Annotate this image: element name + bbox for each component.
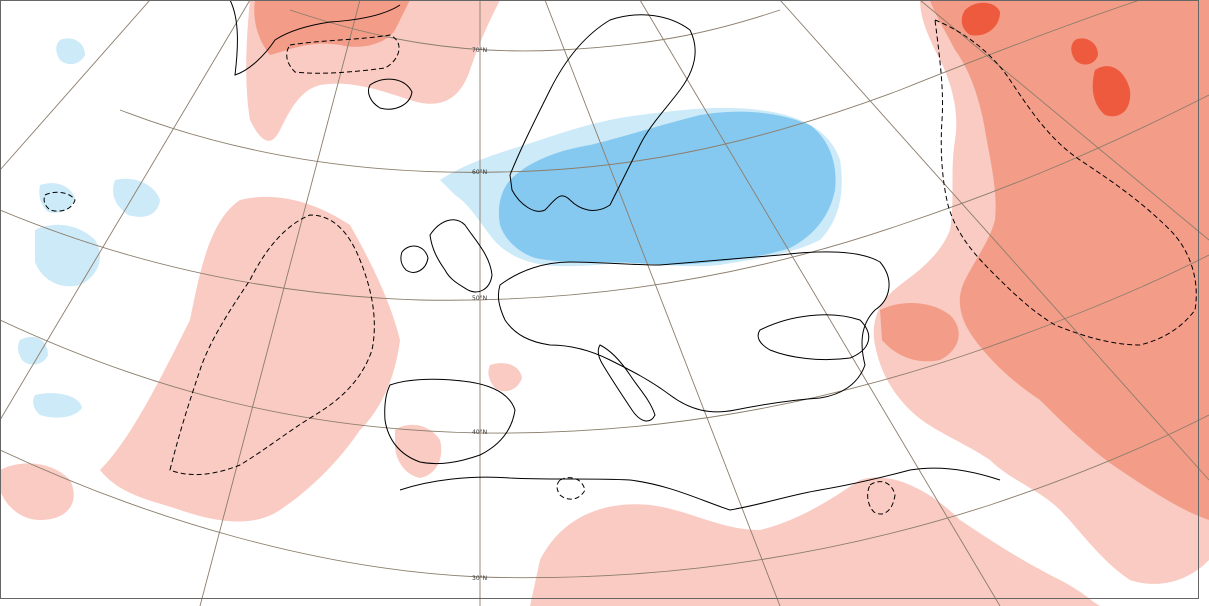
meridian-3: [0, 0, 251, 421]
lat-label-40: 40°N: [472, 429, 487, 436]
red-mid-caucasus: [880, 303, 959, 362]
coast-italy: [597, 344, 656, 422]
contour-atlantic: [169, 214, 375, 475]
red-strong-3: [1092, 66, 1131, 117]
red-anomaly-atlantic: [100, 196, 400, 522]
red-mid-greenland: [254, 0, 410, 55]
blue-light-atlantic-4: [17, 336, 48, 365]
lat-60: [119, 0, 1141, 173]
contour-east: [934, 19, 1197, 346]
positive-anomaly-strong: [961, 2, 1131, 117]
positive-anomaly-mid: [254, 0, 1209, 520]
lat-50: [0, 94, 1209, 301]
contour-atlantic-small: [43, 191, 76, 212]
lat-30: [0, 414, 1209, 579]
lat-label-60: 60°N: [472, 169, 487, 176]
coast-ireland: [400, 245, 429, 273]
meridian-4: [0, 0, 151, 171]
blue-light-atlantic-1: [39, 183, 75, 213]
red-strong-1: [961, 2, 1000, 36]
contour-north-africa: [867, 481, 896, 515]
lat-label-70: 70°N: [472, 47, 487, 54]
coast-europe-mainland: [497, 251, 890, 413]
blue-anomaly: [498, 111, 836, 265]
red-anomaly-west-med: [488, 363, 522, 392]
latitude-labels: 70°N 60°N 50°N 40°N 30°N: [472, 47, 487, 582]
meridian-6: [639, 0, 1001, 606]
coastlines: [229, 0, 1001, 511]
blue-light-atlantic-5: [33, 393, 82, 418]
meridian-2: [199, 0, 361, 606]
coast-black-sea: [757, 314, 870, 361]
red-anomaly-southwest: [0, 463, 74, 520]
red-anomaly-iberia: [395, 424, 442, 478]
meridian-8: [919, 0, 1209, 241]
coast-iceland: [367, 78, 413, 110]
lat-label-30: 30°N: [472, 575, 487, 582]
negative-anomaly-mid: [498, 111, 836, 265]
blue-light-atlantic-3: [35, 224, 100, 287]
lat-70: [289, 9, 781, 52]
contour-greenland: [286, 34, 400, 74]
coast-british-isles: [429, 219, 493, 293]
coast-greenland: [229, 0, 401, 76]
meridian-7: [779, 0, 1209, 481]
red-mid-east: [930, 0, 1209, 520]
lat-40: [0, 254, 1209, 434]
coast-scandinavia: [509, 14, 696, 212]
dashed-contours: [43, 19, 1197, 515]
blue-light-atlantic-2: [113, 178, 160, 217]
blue-light-greenland: [56, 38, 85, 65]
red-strong-2: [1071, 38, 1098, 65]
lat-label-50: 50°N: [472, 295, 487, 302]
coast-north-africa: [399, 467, 1001, 511]
red-anomaly-north-africa: [530, 477, 1100, 606]
meridian-5: [544, 0, 781, 606]
coast-iberia: [384, 378, 516, 465]
